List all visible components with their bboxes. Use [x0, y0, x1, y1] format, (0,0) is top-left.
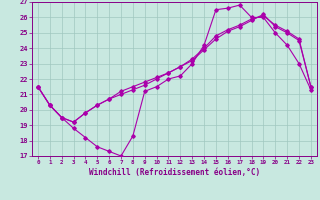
X-axis label: Windchill (Refroidissement éolien,°C): Windchill (Refroidissement éolien,°C)	[89, 168, 260, 177]
